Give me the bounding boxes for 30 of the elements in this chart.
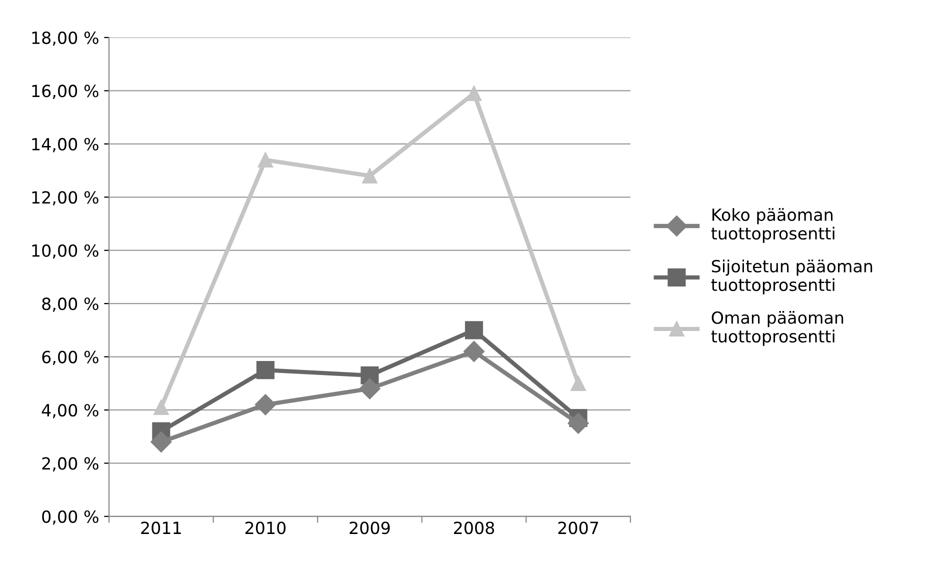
point bbox=[254, 394, 276, 416]
legend-label: Sijoitetun pääoman tuottoprosentti bbox=[711, 260, 872, 294]
y-tick-label: 18,00 % bbox=[32, 31, 98, 46]
point bbox=[362, 168, 378, 184]
point bbox=[466, 86, 482, 102]
legend-label: Oman pääoman tuottoprosentti bbox=[711, 311, 844, 346]
x-tick-label: 2010 bbox=[245, 522, 286, 534]
y-tick-label: 0,00 % bbox=[42, 510, 98, 525]
point bbox=[359, 378, 380, 400]
point bbox=[154, 400, 169, 415]
y-tick-label: 14,00 % bbox=[32, 138, 98, 152]
x-tick-label: 2007 bbox=[558, 522, 598, 534]
x-tick-label: 2009 bbox=[350, 522, 390, 534]
y-tick-label: 12,00 % bbox=[32, 191, 98, 206]
legend-label: Koko pääoman tuottoprosentti bbox=[711, 208, 834, 243]
point bbox=[256, 361, 274, 380]
y-tick-label: 4,00 % bbox=[42, 404, 98, 418]
y-tick-label: 16,00 % bbox=[32, 84, 98, 99]
y-tick-label: 10,00 % bbox=[32, 244, 98, 259]
x-tick-label: 2008 bbox=[454, 522, 494, 534]
point bbox=[568, 412, 589, 434]
point bbox=[463, 340, 485, 362]
point bbox=[150, 431, 172, 452]
point bbox=[258, 152, 274, 168]
y-tick-label: 6,00 % bbox=[42, 350, 98, 366]
y-tick-label: 2,00 % bbox=[42, 457, 98, 472]
x-tick-label: 2011 bbox=[141, 522, 181, 534]
y-tick-label: 8,00 % bbox=[42, 298, 98, 312]
point bbox=[464, 321, 484, 340]
point bbox=[570, 376, 586, 392]
